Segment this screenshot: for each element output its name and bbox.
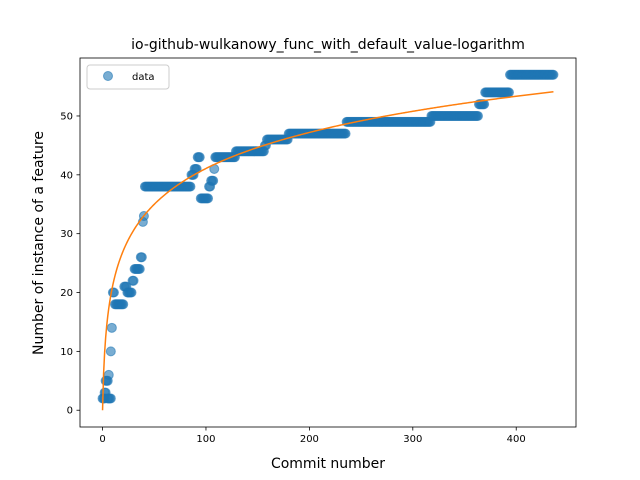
x-axis-ticks: 0 100 200 300 400 — [99, 427, 526, 445]
data-point — [134, 263, 145, 274]
data-point — [126, 287, 137, 298]
y-axis-label: Number of instance of a feature — [31, 131, 47, 355]
data-point — [118, 299, 129, 310]
data-point — [136, 252, 147, 263]
data-point — [106, 322, 117, 333]
legend-box — [86, 64, 170, 90]
data-point — [203, 193, 214, 204]
y-tick-label: 20 — [60, 288, 73, 299]
data-point — [503, 87, 514, 98]
legend-label-data: data — [132, 72, 155, 83]
y-tick-label: 30 — [60, 229, 73, 240]
x-tick-label: 200 — [300, 434, 319, 445]
x-axis-label: Commit number — [271, 456, 385, 472]
data-point — [208, 175, 219, 186]
legend: data — [86, 64, 170, 90]
plot-frame — [79, 57, 577, 428]
data-point — [105, 393, 116, 404]
x-tick-label: 0 — [99, 434, 105, 445]
fit-line — [101, 91, 554, 411]
x-tick-label: 100 — [196, 434, 215, 445]
data-point — [479, 99, 490, 110]
data-point — [128, 275, 139, 286]
data-point — [548, 69, 559, 80]
x-tick-label: 300 — [403, 434, 422, 445]
data-point — [105, 346, 116, 357]
series-data-points — [97, 69, 559, 404]
x-tick-label: 400 — [507, 434, 526, 445]
data-point — [340, 128, 351, 139]
data-point — [194, 152, 205, 163]
chart-title: io-github-wulkanowy_func_with_default_va… — [131, 37, 525, 53]
y-tick-label: 10 — [60, 347, 73, 358]
y-tick-label: 0 — [67, 406, 73, 417]
data-point — [472, 110, 483, 121]
plot-area — [97, 69, 559, 411]
y-tick-label: 50 — [60, 111, 73, 122]
data-point — [103, 369, 114, 380]
y-tick-label: 40 — [60, 170, 73, 181]
data-point — [185, 181, 196, 192]
legend-marker-data — [103, 71, 113, 81]
y-axis-ticks: 0 10 20 30 40 50 — [60, 111, 80, 417]
